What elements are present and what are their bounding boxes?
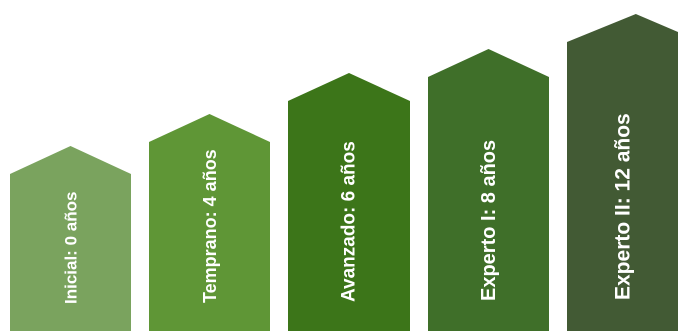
step-inicial-arrow: Inicial: 0 años — [10, 146, 131, 331]
step-temprano-arrow: Temprano: 4 años — [149, 114, 270, 331]
step-experto-2-arrow: Experto II: 12 años — [567, 14, 678, 331]
step-avanzado-arrow: Avanzado: 6 años — [288, 73, 410, 331]
step-inicial-label: Inicial: 0 años — [61, 191, 80, 304]
step-experto-1-arrow: Experto I: 8 años — [428, 49, 549, 331]
step-experto-2-label: Experto II: 12 años — [611, 113, 634, 300]
step-temprano-label: Temprano: 4 años — [199, 149, 220, 303]
step-avanzado-label: Avanzado: 6 años — [338, 141, 360, 302]
step-experto-1-label: Experto I: 8 años — [477, 139, 500, 301]
